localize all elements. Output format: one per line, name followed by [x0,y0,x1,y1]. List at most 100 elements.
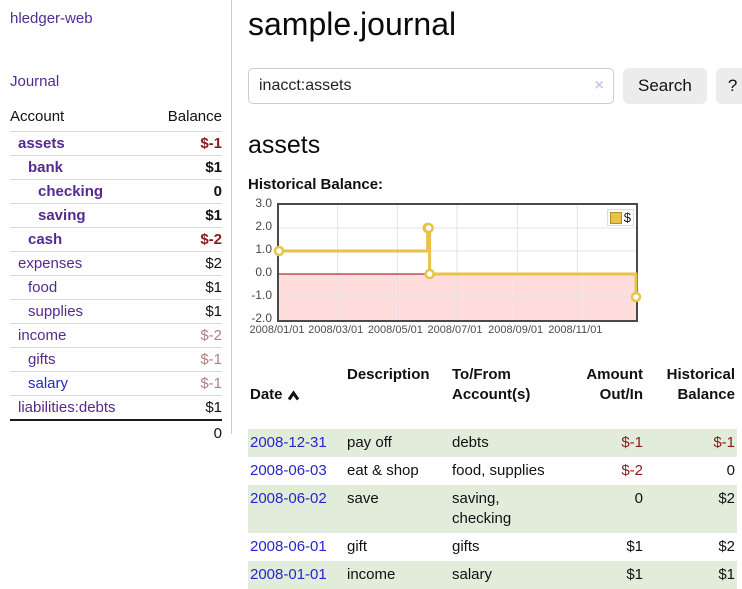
transaction-accounts: saving, checking [452,490,512,527]
register-header-description: Description [347,366,430,383]
transaction-date[interactable]: 2008-06-01 [250,538,327,555]
accounts-total-spacer [10,419,151,446]
sidebar-item-journal[interactable]: Journal [10,73,60,90]
register-header-accounts: To/From Account(s) [452,366,531,403]
x-tick-label: 2008/03/01 [308,324,364,336]
y-tick-label: 3.0 [255,196,272,210]
search-button[interactable]: Search [623,68,707,104]
chart-canvas [273,205,642,320]
x-tick-label: 2008/09/01 [488,324,544,336]
x-tick-label: 2008/11/01 [548,324,603,336]
transaction-date[interactable]: 2008-01-01 [250,566,327,583]
y-tick-label: -1.0 [251,288,272,302]
transaction-description: save [347,490,379,507]
accounts-total-row: 0 [10,419,222,446]
sidebar-account-expenses[interactable]: expenses [18,255,83,272]
transaction-date-link[interactable]: 2008-06-02 [248,485,345,533]
sidebar: hledger-web Journal Account Balance asse… [0,0,232,454]
sidebar-account-bank[interactable]: bank [28,159,64,176]
transaction-amount: $1 [626,538,643,555]
transaction-balance: $-1 [713,434,735,451]
transaction-date[interactable]: 2008-06-02 [250,490,327,507]
y-tick-label: 1.0 [255,242,272,256]
transaction-date-link[interactable]: 2008-12-31 [248,429,345,457]
transaction-date-link[interactable]: 2008-01-01 [248,561,345,589]
main-content: sample.journal × Search ? assets Histori… [248,0,742,589]
register-header-date-label: Date [250,386,283,403]
y-tick-label: 2.0 [255,219,272,233]
accounts-header-row: Account Balance [10,104,222,132]
section-title: assets [248,131,321,159]
sidebar-account-checking[interactable]: checking [38,183,104,200]
sidebar-account-salary[interactable]: salary [28,375,69,392]
transaction-accounts: gifts [452,538,480,555]
account-balance: $-1 [150,371,222,396]
account-balance: $-2 [150,323,222,348]
sidebar-account-income[interactable]: income [18,327,67,344]
chart-label: Historical Balance: [248,176,384,193]
register-header-amount: Amount Out/In [586,366,643,403]
transaction-balance: $2 [718,490,735,507]
transaction-description: gift [347,538,368,555]
transaction-balance: $2 [718,538,735,555]
sidebar-account-supplies[interactable]: supplies [28,303,84,320]
sidebar-account-cash[interactable]: cash [28,231,63,248]
chart-y-axis: 3.0 2.0 1.0 0.0 -1.0 -2.0 [248,196,274,325]
table-row: 2008-06-01 gift gifts $1 $2 [248,533,737,561]
account-balance: $-1 [150,131,222,156]
transaction-amount: $1 [626,566,643,583]
account-row: gifts $-1 [10,347,222,372]
page-title: sample.journal [248,6,457,42]
help-button[interactable]: ? [715,68,742,104]
account-row: income $-2 [10,323,222,348]
register-table: Date Description To/From Account(s) Amou… [248,361,737,589]
sidebar-account-assets[interactable]: assets [18,135,65,152]
historical-balance-chart: 3.0 2.0 1.0 0.0 -1.0 -2.0 $ 2008/01/01 2008/03… [248,196,737,343]
x-tick-label: 2008/05/01 [367,324,423,336]
register-header-balance: Historical Balance [666,366,735,403]
account-balance: $2 [150,251,222,276]
account-row: assets $-1 [10,131,222,156]
accounts-header-account: Account [10,104,151,132]
legend-swatch-icon [609,211,622,224]
account-row: salary $-1 [10,371,222,396]
sidebar-account-food[interactable]: food [28,279,58,296]
x-tick-label: 2008/01/01 [249,324,305,336]
transaction-date-link[interactable]: 2008-06-03 [248,457,345,485]
table-row: 2008-01-01 income salary $1 $1 [248,561,737,589]
search-input[interactable] [248,68,614,104]
sidebar-account-saving[interactable]: saving [38,207,86,224]
account-row: food $1 [10,275,222,300]
transaction-accounts: debts [452,434,489,451]
accounts-total-value: 0 [150,419,222,446]
transaction-date[interactable]: 2008-12-31 [250,434,327,451]
transaction-description: eat & shop [347,462,419,479]
account-balance: $-1 [150,347,222,372]
x-tick-label: 2008/07/01 [427,324,483,336]
sidebar-divider [231,0,232,434]
transaction-amount: 0 [634,490,643,507]
accounts-table: Account Balance assets $-1 bank $1 checking 0… [10,104,222,446]
account-row: saving $1 [10,203,222,228]
clear-search-icon[interactable]: × [594,77,604,94]
transaction-date-link[interactable]: 2008-06-01 [248,533,345,561]
transaction-date[interactable]: 2008-06-03 [250,462,327,479]
account-balance: 0 [150,179,222,204]
sort-caret-up-icon [287,389,299,400]
register-header-date[interactable]: Date [248,361,345,429]
y-tick-label: 0.0 [255,265,272,279]
table-row: 2008-06-03 eat & shop food, supplies $-2 0 [248,457,737,485]
sidebar-account-liabilities-debts[interactable]: liabilities:debts [18,399,116,416]
account-balance: $1 [150,155,222,180]
table-row: 2008-12-31 pay off debts $-1 $-1 [248,429,737,457]
account-row: checking 0 [10,179,222,204]
transaction-balance: $1 [718,566,735,583]
account-row: liabilities:debts $1 [10,396,222,421]
sidebar-account-gifts[interactable]: gifts [28,351,56,368]
table-row: 2008-06-02 save saving, checking 0 $2 [248,485,737,533]
search-form: × Search ? [248,68,742,104]
account-balance: $-2 [150,227,222,252]
account-row: cash $-2 [10,227,222,252]
account-balance: $1 [150,275,222,300]
search-box: × [248,68,614,104]
